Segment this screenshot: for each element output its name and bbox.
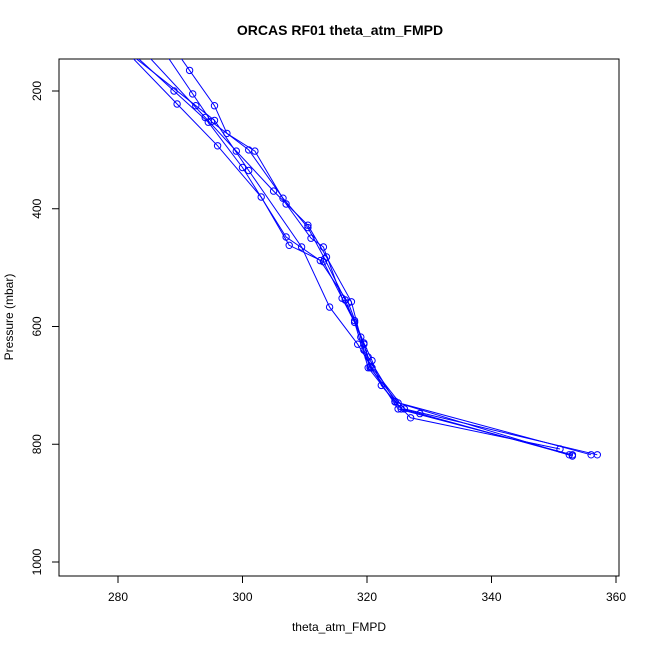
y-tick-label: 1000: [30, 548, 44, 575]
data-point: [210, 102, 219, 110]
series-line: [135, 59, 598, 456]
series-3: [138, 59, 577, 459]
data-point: [394, 399, 402, 407]
x-tick-label: 320: [357, 590, 377, 604]
y-tick-label: 600: [30, 316, 44, 336]
data-point: [189, 90, 197, 98]
data-point: [269, 187, 278, 195]
x-axis: 280 300 320 340 360: [108, 575, 626, 604]
data-point: [201, 113, 209, 122]
data-point: [366, 364, 374, 372]
data-point: [210, 116, 219, 125]
data-point: [192, 102, 200, 110]
data-point: [322, 253, 331, 261]
x-tick-label: 360: [606, 590, 626, 604]
series-2: [168, 59, 564, 453]
series-5: [135, 59, 601, 459]
chart-title: ORCAS RF01 theta_atm_FMPD: [237, 22, 443, 38]
data-point: [360, 346, 368, 354]
data-point: [316, 256, 324, 265]
plot-frame: [58, 58, 620, 577]
data-point: [173, 100, 181, 108]
y-axis: 200 400 600 800 1000: [30, 81, 60, 575]
y-tick-label: 800: [30, 434, 44, 454]
data-point: [245, 166, 253, 175]
series-6: [150, 59, 577, 460]
data-point: [213, 142, 222, 150]
series-1: [180, 59, 573, 459]
data-point: [350, 318, 359, 327]
x-axis-label: theta_atm_FMPD: [292, 620, 386, 634]
data-point: [400, 405, 409, 413]
x-tick-label: 300: [232, 590, 252, 604]
data-point: [568, 452, 577, 460]
data-point: [279, 194, 287, 202]
data-point: [232, 147, 241, 155]
data-point: [238, 163, 247, 172]
data-point: [245, 146, 253, 154]
data-point: [185, 66, 194, 75]
y-tick-label: 400: [30, 198, 44, 218]
series-line: [180, 59, 570, 456]
series-line: [132, 59, 592, 456]
y-axis-label: Pressure (mbar): [2, 274, 16, 361]
series-line: [168, 59, 561, 450]
data-point: [304, 221, 312, 229]
plot-area: [132, 59, 601, 460]
x-tick-label: 280: [108, 590, 128, 604]
data-point: [257, 193, 265, 201]
data-point: [285, 241, 293, 250]
x-tick-label: 340: [481, 590, 501, 604]
data-point: [364, 364, 372, 372]
data-point: [307, 234, 315, 242]
data-point: [357, 333, 365, 341]
data-point: [347, 298, 356, 306]
data-point: [297, 243, 306, 251]
series-line: [150, 59, 573, 457]
data-point: [282, 200, 290, 208]
data-point: [406, 414, 415, 422]
series-line: [138, 59, 573, 456]
data-point: [354, 340, 362, 348]
data-point: [325, 303, 334, 311]
data-point: [304, 223, 312, 232]
data-point: [593, 451, 601, 459]
data-point: [368, 364, 376, 372]
y-tick-label: 200: [30, 81, 44, 101]
